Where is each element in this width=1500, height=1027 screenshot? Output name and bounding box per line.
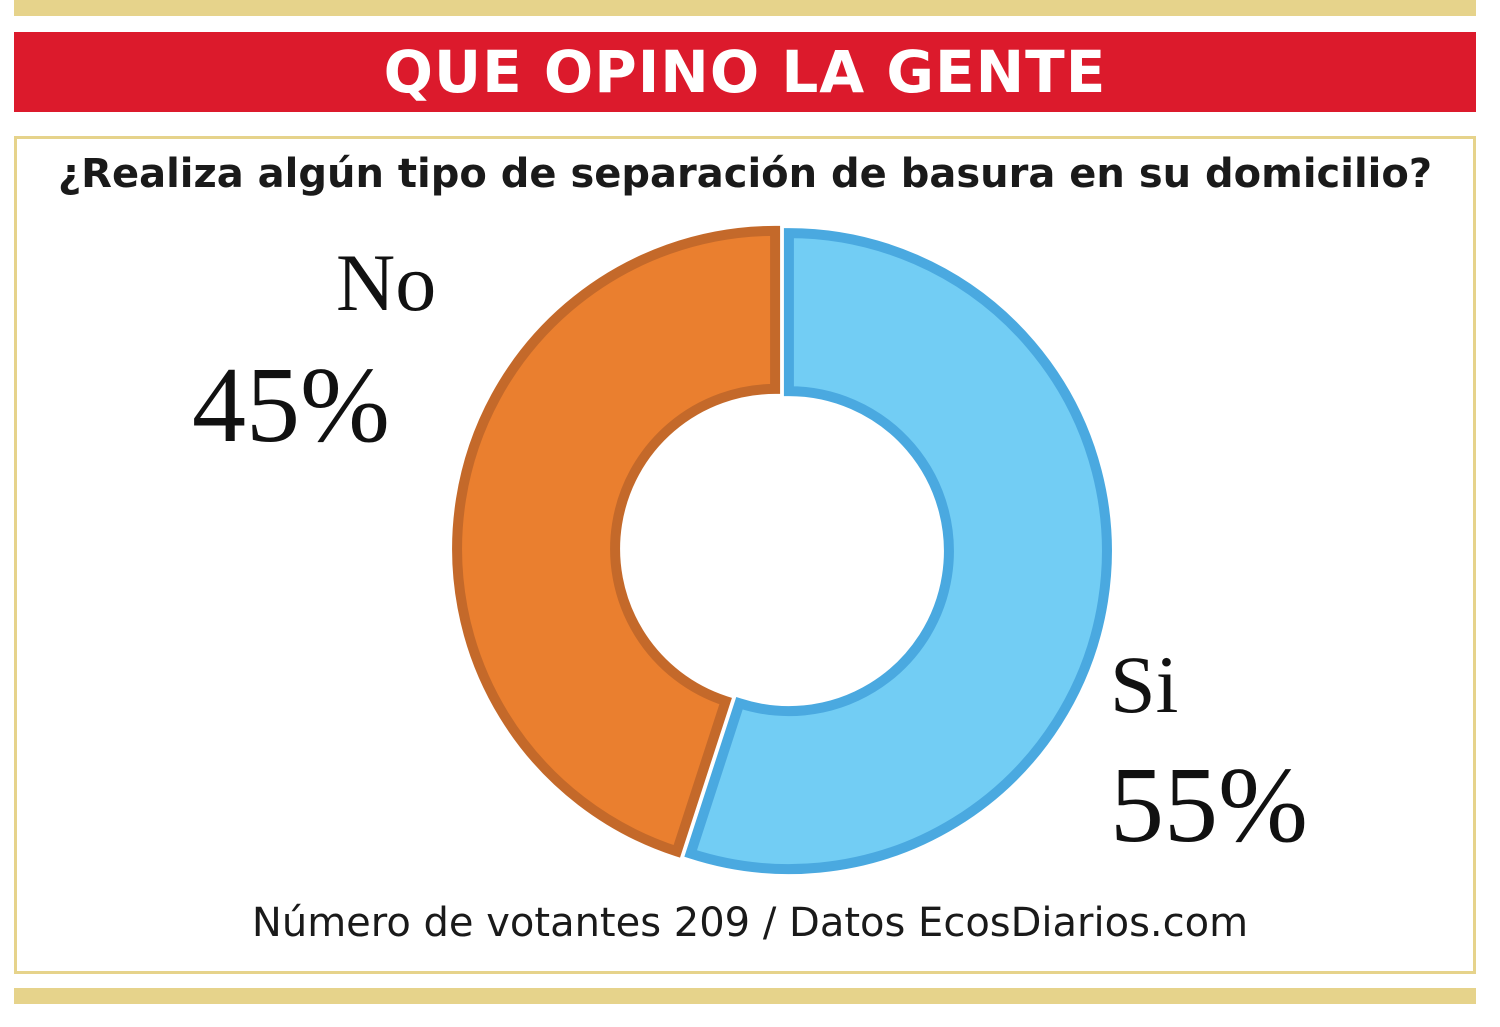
slice-label-si: Si bbox=[1110, 639, 1179, 730]
header-band: QUE OPINO LA GENTE bbox=[14, 32, 1476, 112]
donut-slice-si bbox=[684, 228, 1112, 875]
footer-source-note: Número de votantes 209 / Datos EcosDiari… bbox=[251, 900, 1249, 946]
header-title: QUE OPINO LA GENTE bbox=[383, 38, 1107, 106]
survey-question: ¿Realiza algún tipo de separación de bas… bbox=[57, 151, 1433, 197]
top-gold-rule bbox=[14, 0, 1476, 16]
bottom-gold-rule bbox=[14, 988, 1476, 1004]
slice-value-no: 45% bbox=[192, 346, 390, 465]
slice-label-no: No bbox=[336, 237, 437, 328]
donut-slice-no bbox=[452, 225, 781, 858]
slice-value-si: 55% bbox=[1110, 746, 1308, 865]
